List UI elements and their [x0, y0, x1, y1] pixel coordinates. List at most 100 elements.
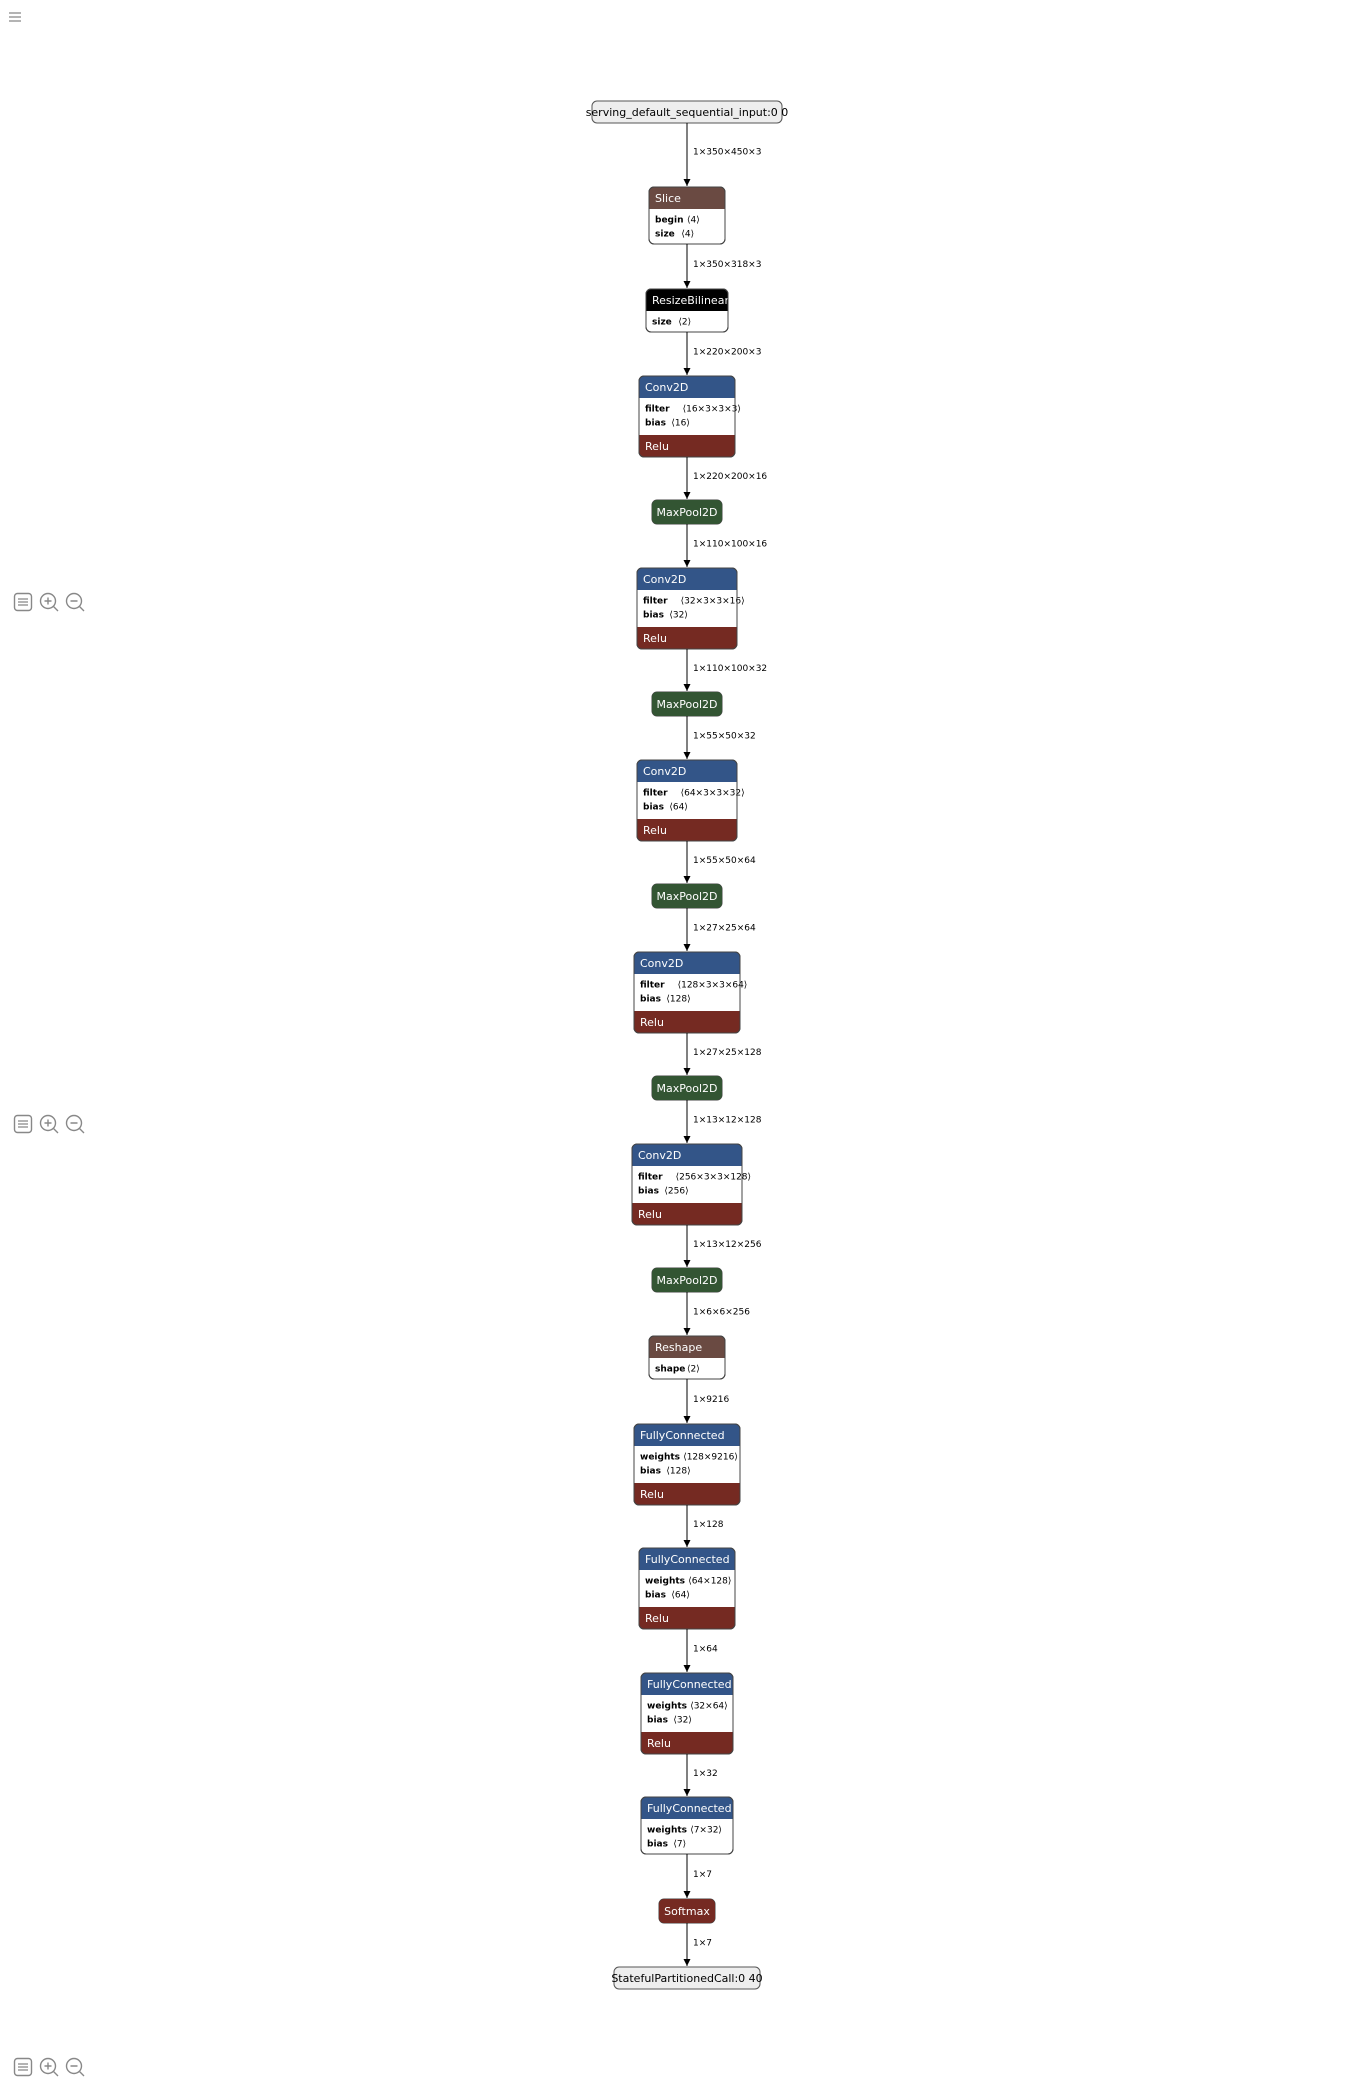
attr-name: size — [652, 318, 672, 328]
graph-edge: 1×64 — [683, 1629, 718, 1672]
attr-value: ⟨256×3×3×128⟩ — [676, 1173, 751, 1183]
zoom-out-icon[interactable] — [64, 591, 86, 613]
op-node-maxpool2d[interactable]: MaxPool2D — [651, 1075, 723, 1101]
op-node-softmax[interactable]: Softmax — [658, 1898, 716, 1924]
attr-name: filter — [640, 981, 665, 991]
attr-name: filter — [638, 1173, 663, 1183]
activation-label: Relu — [647, 1737, 671, 1750]
op-node-maxpool2d[interactable]: MaxPool2D — [651, 1267, 723, 1293]
activation-label: Relu — [643, 632, 667, 645]
activation-label: Relu — [645, 440, 669, 453]
op-node-conv2d[interactable]: Conv2D filter ⟨128×3×3×64⟩ bias ⟨128⟩ Relu — [633, 951, 748, 1034]
attr-value: ⟨128×3×3×64⟩ — [678, 981, 748, 991]
graph-edge: 1×9216 — [683, 1379, 729, 1423]
graph-edge: 1×110×100×32 — [683, 649, 767, 691]
op-node-resizebilinear[interactable]: ResizeBilinear size ⟨2⟩ — [645, 288, 729, 333]
attr-value: ⟨32⟩ — [669, 611, 687, 621]
attr-name: bias — [638, 1187, 659, 1197]
op-node-maxpool2d[interactable]: MaxPool2D — [651, 883, 723, 909]
attr-value: ⟨16×3×3×3⟩ — [683, 405, 741, 415]
op-node-conv2d[interactable]: Conv2D filter ⟨16×3×3×3⟩ bias ⟨16⟩ Relu — [638, 375, 741, 458]
op-node-maxpool2d[interactable]: MaxPool2D — [651, 499, 723, 525]
op-title: FullyConnected — [640, 1429, 725, 1442]
attr-value: ⟨64×3×3×32⟩ — [681, 789, 745, 799]
attr-value: ⟨256⟩ — [664, 1187, 688, 1197]
op-node-fullyconnected[interactable]: FullyConnected weights ⟨32×64⟩ bias ⟨32⟩ Relu — [640, 1672, 734, 1755]
zoom-in-icon[interactable] — [38, 591, 60, 613]
graph-edge: 1×27×25×128 — [683, 1033, 762, 1075]
graph-input-node[interactable]: serving_default_sequential_input:0 0 — [586, 100, 789, 124]
attr-value: ⟨128⟩ — [666, 1467, 690, 1477]
attr-name: bias — [647, 1840, 668, 1850]
zoom-in-icon[interactable] — [38, 2056, 60, 2078]
op-node-conv2d[interactable]: Conv2D filter ⟨256×3×3×128⟩ bias ⟨256⟩ Relu — [631, 1143, 751, 1226]
graph-edge: 1×350×450×3 — [683, 123, 761, 186]
op-node-fullyconnected[interactable]: FullyConnected weights ⟨7×32⟩ bias ⟨7⟩ — [640, 1796, 734, 1855]
op-node-fullyconnected[interactable]: FullyConnected weights ⟨128×9216⟩ bias ⟨128⟩… — [633, 1423, 741, 1506]
attr-name: weights — [647, 1826, 687, 1836]
activation-label: Relu — [638, 1208, 662, 1221]
attr-name: bias — [645, 419, 666, 429]
op-node-conv2d[interactable]: Conv2D filter ⟨32×3×3×16⟩ bias ⟨32⟩ Relu — [636, 567, 745, 650]
activation-label: Relu — [643, 824, 667, 837]
op-title: MaxPool2D — [657, 698, 718, 711]
attr-value: ⟨32⟩ — [673, 1716, 691, 1726]
edge-shape-label: 1×13×12×256 — [693, 1240, 762, 1250]
op-title: FullyConnected — [647, 1802, 732, 1815]
zoom-in-icon[interactable] — [38, 1113, 60, 1135]
toolbar — [12, 2056, 86, 2078]
edge-shape-label: 1×13×12×128 — [693, 1115, 762, 1125]
edge-shape-label: 1×6×6×256 — [693, 1307, 750, 1317]
attr-name: begin — [655, 216, 683, 226]
attr-value: ⟨4⟩ — [687, 216, 700, 226]
zoom-out-icon[interactable] — [64, 1113, 86, 1135]
op-title: FullyConnected — [647, 1678, 732, 1691]
edge-shape-label: 1×220×200×16 — [693, 472, 767, 482]
edge-shape-label: 1×350×450×3 — [693, 147, 761, 157]
properties-icon[interactable] — [12, 591, 34, 613]
attr-name: bias — [645, 1591, 666, 1601]
graph-edge: 1×7 — [683, 1923, 712, 1966]
menu-icon[interactable] — [8, 9, 22, 28]
edge-shape-label: 1×220×200×3 — [693, 347, 761, 357]
activation-label: Relu — [640, 1016, 664, 1029]
attr-value: ⟨16⟩ — [671, 419, 689, 429]
op-title: FullyConnected — [645, 1553, 730, 1566]
op-title: MaxPool2D — [657, 890, 718, 903]
attr-name: bias — [647, 1716, 668, 1726]
op-node-fullyconnected[interactable]: FullyConnected weights ⟨64×128⟩ bias ⟨64⟩ Rel… — [638, 1547, 736, 1630]
edge-shape-label: 1×350×318×3 — [693, 260, 761, 270]
op-title: Conv2D — [640, 957, 683, 970]
op-title: Conv2D — [645, 381, 688, 394]
zoom-out-icon[interactable] — [64, 2056, 86, 2078]
properties-icon[interactable] — [12, 1113, 34, 1135]
graph-output-node[interactable]: StatefulPartitionedCall:0 40 — [611, 1966, 763, 1990]
op-node-reshape[interactable]: Reshape shape ⟨2⟩ — [648, 1335, 726, 1380]
properties-icon[interactable] — [12, 2056, 34, 2078]
op-node-slice[interactable]: Slice begin ⟨4⟩ size ⟨4⟩ — [648, 186, 726, 245]
op-node-conv2d[interactable]: Conv2D filter ⟨64×3×3×32⟩ bias ⟨64⟩ Relu — [636, 759, 745, 842]
attr-value: ⟨32×3×3×16⟩ — [681, 597, 745, 607]
attr-name: filter — [645, 405, 670, 415]
graph-input-label: serving_default_sequential_input:0 0 — [586, 106, 789, 119]
graph-edge: 1×7 — [683, 1854, 712, 1898]
graph-edge: 1×55×50×64 — [683, 841, 756, 883]
op-node-maxpool2d[interactable]: MaxPool2D — [651, 691, 723, 717]
edge-shape-label: 1×32 — [693, 1769, 718, 1779]
attr-name: shape — [655, 1365, 685, 1375]
edge-shape-label: 1×55×50×64 — [693, 856, 756, 866]
activation-label: Relu — [640, 1488, 664, 1501]
attr-name: weights — [647, 1702, 687, 1712]
attr-value: ⟨7⟩ — [673, 1840, 686, 1850]
activation-label: Relu — [645, 1612, 669, 1625]
op-title: Conv2D — [643, 573, 686, 586]
attr-value: ⟨32×64⟩ — [690, 1702, 727, 1712]
op-title: Reshape — [655, 1341, 702, 1354]
edge-shape-label: 1×9216 — [693, 1395, 729, 1405]
toolbar — [12, 591, 86, 613]
graph-edge: 1×220×200×3 — [683, 332, 761, 375]
op-title: Slice — [655, 192, 681, 205]
graph-edge: 1×27×25×64 — [683, 908, 756, 951]
edge-shape-label: 1×55×50×32 — [693, 731, 756, 741]
